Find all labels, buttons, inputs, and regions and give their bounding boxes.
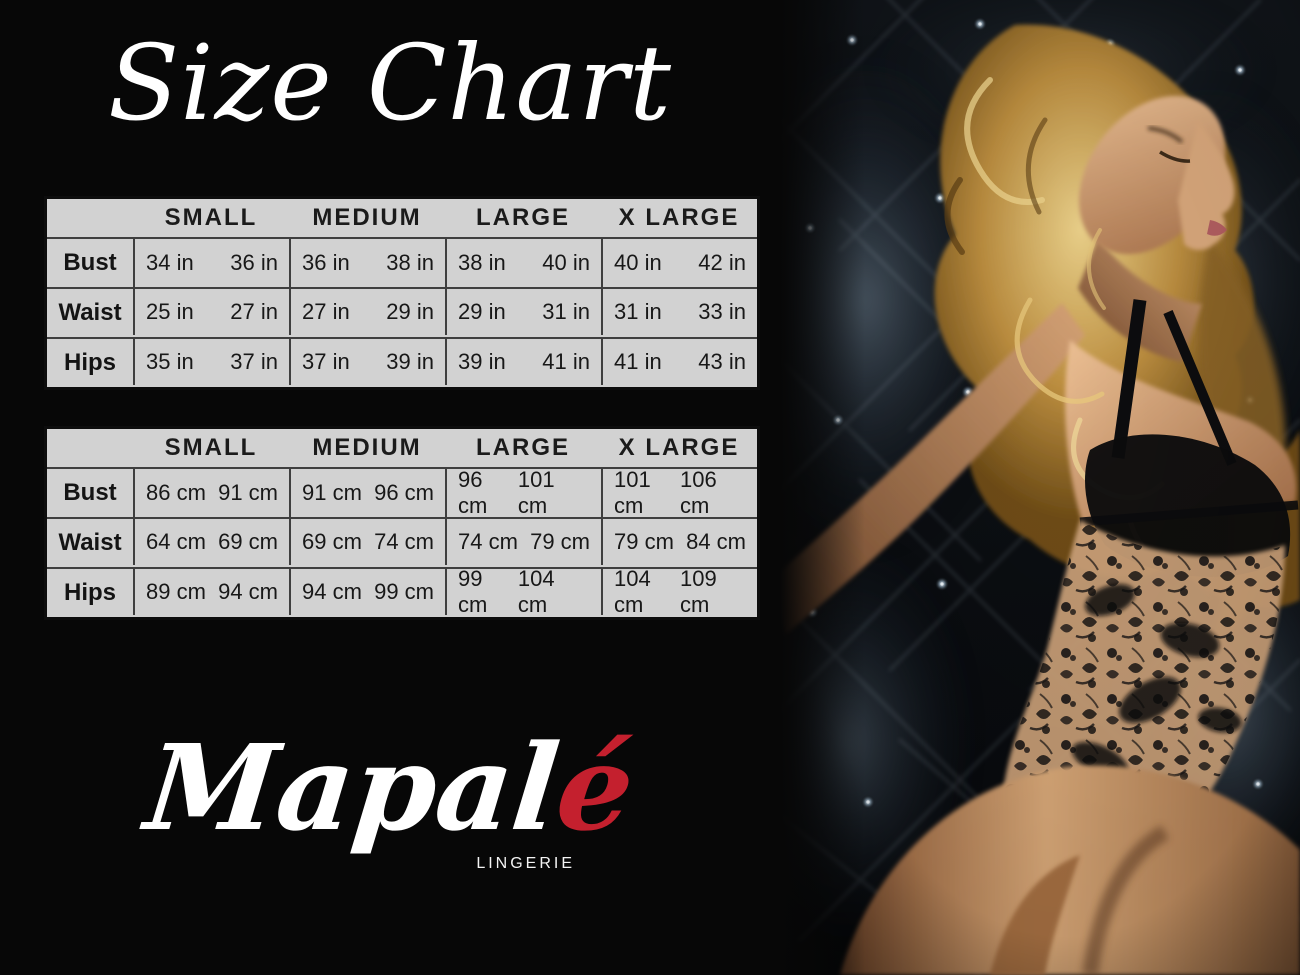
table-cell: 39 in 41 in bbox=[445, 337, 601, 385]
size-value: 39 in bbox=[458, 349, 506, 374]
size-value: 38 in bbox=[386, 250, 434, 275]
size-value: 33 in bbox=[698, 299, 746, 324]
size-value: 106 cm bbox=[680, 467, 717, 518]
size-table-centimeters: SMALL MEDIUM LARGE X LARGE Bust 86 cm 91 … bbox=[44, 426, 760, 620]
size-value: 89 cm bbox=[146, 579, 206, 604]
size-value: 91 cm bbox=[302, 480, 362, 505]
model-photo bbox=[780, 0, 1300, 975]
size-value: 25 in bbox=[146, 299, 194, 324]
size-value: 40 in bbox=[542, 250, 590, 275]
table-cell: 69 cm 74 cm bbox=[289, 517, 445, 565]
table-cell: 29 in 31 in bbox=[445, 287, 601, 335]
size-value: 31 in bbox=[542, 299, 590, 324]
size-value: 109 cm bbox=[680, 566, 717, 617]
size-value: 94 cm bbox=[302, 579, 362, 604]
table-cell: 40 in 42 in bbox=[601, 239, 757, 287]
column-header-xlarge: X LARGE bbox=[601, 199, 757, 239]
table-cell: 94 cm 99 cm bbox=[289, 567, 445, 615]
row-label-waist: Waist bbox=[47, 517, 133, 567]
size-value: 104 cm bbox=[614, 566, 651, 617]
table-cell: 101 cm 106 cm bbox=[601, 467, 757, 518]
column-header-small: SMALL bbox=[133, 429, 289, 469]
table-cell: 99 cm 104 cm bbox=[445, 566, 601, 617]
brand-subtitle: LINGERIE bbox=[476, 855, 575, 872]
brand-name: Mapal bbox=[139, 718, 566, 857]
brand-logo: Mapalé bbox=[0, 708, 788, 867]
row-label-hips: Hips bbox=[47, 567, 133, 617]
size-value: 43 in bbox=[698, 349, 746, 374]
size-value: 69 cm bbox=[218, 529, 278, 554]
row-label-waist: Waist bbox=[47, 287, 133, 337]
table-corner-cell bbox=[47, 429, 133, 469]
column-header-large: LARGE bbox=[445, 199, 601, 239]
size-value: 38 in bbox=[458, 250, 506, 275]
size-value: 79 cm bbox=[614, 529, 674, 554]
table-corner-cell bbox=[47, 199, 133, 239]
page-title: Size Chart bbox=[108, 22, 672, 144]
size-value: 74 cm bbox=[374, 529, 434, 554]
table-cell: 89 cm 94 cm bbox=[133, 567, 289, 615]
table-cell: 27 in 29 in bbox=[289, 287, 445, 335]
table-cell: 34 in 36 in bbox=[133, 239, 289, 287]
table-cell: 86 cm 91 cm bbox=[133, 469, 289, 517]
size-value: 64 cm bbox=[146, 529, 206, 554]
table-cell: 64 cm 69 cm bbox=[133, 517, 289, 565]
size-value: 35 in bbox=[146, 349, 194, 374]
column-header-xlarge: X LARGE bbox=[601, 429, 757, 469]
size-value: 96 cm bbox=[374, 480, 434, 505]
size-value: 41 in bbox=[542, 349, 590, 374]
column-header-large: LARGE bbox=[445, 429, 601, 469]
size-value: 91 cm bbox=[218, 480, 278, 505]
size-value: 37 in bbox=[230, 349, 278, 374]
table-cell: 79 cm 84 cm bbox=[601, 517, 757, 565]
size-value: 101 cm bbox=[517, 467, 555, 518]
size-value: 39 in bbox=[386, 349, 434, 374]
table-cell: 104 cm 109 cm bbox=[601, 566, 757, 617]
size-chart-panel: Size Chart SMALL MEDIUM LARGE X LARGE Bu… bbox=[44, 22, 760, 872]
size-value: 29 in bbox=[386, 299, 434, 324]
table-cell: 35 in 37 in bbox=[133, 337, 289, 385]
size-value: 74 cm bbox=[458, 529, 518, 554]
size-value: 41 in bbox=[614, 349, 662, 374]
size-table-inches: SMALL MEDIUM LARGE X LARGE Bust 34 in 36 … bbox=[44, 196, 760, 390]
size-value: 27 in bbox=[230, 299, 278, 324]
size-value: 94 cm bbox=[218, 579, 278, 604]
size-value: 84 cm bbox=[686, 529, 746, 554]
size-value: 27 in bbox=[302, 299, 350, 324]
row-label-bust: Bust bbox=[63, 479, 117, 506]
table-cell: 37 in 39 in bbox=[289, 337, 445, 385]
table-cell: 74 cm 79 cm bbox=[445, 517, 601, 565]
size-value: 31 in bbox=[614, 299, 662, 324]
column-header-small: SMALL bbox=[133, 199, 289, 239]
size-value: 101 cm bbox=[614, 467, 651, 518]
size-value: 99 cm bbox=[374, 579, 434, 604]
size-value: 40 in bbox=[614, 250, 662, 275]
table-cell: 25 in 27 in bbox=[133, 287, 289, 335]
table-cell: 36 in 38 in bbox=[289, 239, 445, 287]
size-value: 104 cm bbox=[517, 566, 555, 617]
brand-name-accent: é bbox=[550, 718, 641, 857]
table-cell: 96 cm 101 cm bbox=[445, 467, 601, 518]
column-header-medium: MEDIUM bbox=[289, 429, 445, 469]
size-value: 69 cm bbox=[302, 529, 362, 554]
size-value: 37 in bbox=[302, 349, 350, 374]
size-value: 29 in bbox=[458, 299, 506, 324]
table-cell: 91 cm 96 cm bbox=[289, 469, 445, 517]
row-label-bust: Bust bbox=[63, 249, 117, 276]
size-value: 96 cm bbox=[458, 467, 488, 518]
size-value: 79 cm bbox=[530, 529, 590, 554]
column-header-medium: MEDIUM bbox=[289, 199, 445, 239]
size-value: 86 cm bbox=[146, 480, 206, 505]
size-value: 99 cm bbox=[458, 566, 488, 617]
row-label-hips: Hips bbox=[47, 337, 133, 387]
size-value: 34 in bbox=[146, 250, 194, 275]
size-value: 36 in bbox=[230, 250, 278, 275]
table-cell: 41 in 43 in bbox=[601, 337, 757, 385]
size-value: 36 in bbox=[302, 250, 350, 275]
size-value: 42 in bbox=[698, 250, 746, 275]
table-cell: 38 in 40 in bbox=[445, 239, 601, 287]
table-cell: 31 in 33 in bbox=[601, 287, 757, 335]
